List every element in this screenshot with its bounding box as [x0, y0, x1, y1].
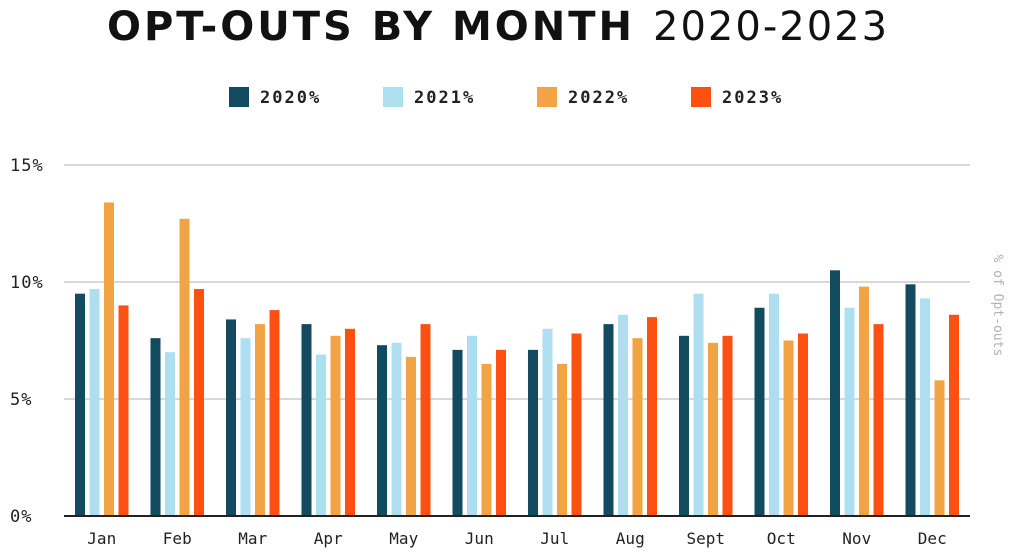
- legend: 2020% 2021% 2022% 2023%: [229, 87, 783, 108]
- legend-label: 2020%: [260, 88, 321, 108]
- x-tick-label: Nov: [842, 529, 871, 548]
- bar: [226, 319, 236, 516]
- bar: [920, 298, 930, 516]
- bar: [194, 289, 204, 516]
- x-tick-label: Feb: [163, 529, 192, 548]
- bar: [89, 289, 100, 516]
- bar: [769, 293, 779, 516]
- bar: [754, 307, 765, 516]
- bar: [949, 314, 959, 516]
- y-tick-label: 15%: [10, 156, 44, 176]
- bar: [844, 307, 855, 516]
- legend-swatch: [229, 87, 249, 107]
- x-tick-label: Dec: [918, 529, 947, 548]
- y-tick-label: 10%: [10, 273, 44, 293]
- bar: [150, 338, 161, 516]
- bar: [722, 335, 733, 516]
- bar: [693, 293, 704, 516]
- bar: [557, 363, 567, 516]
- bar: [104, 202, 114, 516]
- bar: [420, 324, 431, 516]
- chart-title: OPT-OUTS BY MONTH 2020-2023: [107, 4, 889, 50]
- bar: [934, 380, 945, 516]
- x-tick-label: Jul: [540, 529, 569, 548]
- bar: [679, 335, 689, 516]
- bar: [118, 305, 129, 516]
- bar: [873, 324, 884, 516]
- y-axis-ticks: 0% 5% 10% 15%: [10, 156, 44, 527]
- bar: [603, 324, 614, 516]
- bar: [798, 333, 808, 516]
- bar: [452, 349, 463, 516]
- bar: [269, 310, 280, 516]
- legend-label: 2022%: [568, 88, 629, 108]
- bar: [528, 349, 538, 516]
- x-tick-label: Jun: [465, 529, 494, 548]
- x-tick-label: Sept: [686, 529, 725, 548]
- bar: [391, 342, 402, 516]
- bar: [301, 324, 312, 516]
- chart-title-main: OPT-OUTS BY MONTH: [107, 4, 635, 50]
- x-tick-label: May: [389, 529, 418, 548]
- legend-label: 2021%: [414, 88, 475, 108]
- bar: [905, 284, 916, 516]
- gridlines: [64, 164, 970, 400]
- bar: [75, 293, 85, 516]
- bar: [316, 354, 326, 516]
- bar: [481, 363, 492, 516]
- x-tick-label: Apr: [314, 529, 343, 548]
- bar: [467, 335, 477, 516]
- legend-swatch: [537, 87, 557, 107]
- x-tick-label: Aug: [616, 529, 645, 548]
- bar: [496, 349, 506, 516]
- bar: [179, 218, 190, 516]
- bar: [377, 345, 387, 516]
- bar: [708, 342, 718, 516]
- bar: [345, 328, 355, 516]
- bar: [783, 340, 794, 516]
- legend-label: 2023%: [722, 88, 783, 108]
- bars: [75, 202, 959, 516]
- x-tick-label: Jan: [87, 529, 116, 548]
- x-tick-label: Oct: [767, 529, 796, 548]
- legend-swatch: [691, 87, 711, 107]
- x-tick-label: Mar: [238, 529, 267, 548]
- bar: [330, 335, 341, 516]
- bar: [406, 356, 416, 516]
- bar: [859, 286, 869, 516]
- chart-title-years: 2020-2023: [653, 4, 889, 50]
- x-axis-ticks: Jan Feb Mar Apr May Jun Jul Aug Sept Oct Nov Dec: [87, 529, 946, 548]
- bar: [830, 270, 840, 516]
- bar: [618, 314, 628, 516]
- bar: [240, 338, 251, 516]
- y-tick-label: 5%: [10, 390, 32, 410]
- y-axis-label: % of Opt-outs: [990, 255, 1005, 357]
- y-tick-label: 0%: [10, 507, 32, 527]
- bar: [571, 333, 582, 516]
- legend-swatch: [383, 87, 403, 107]
- bar: [165, 352, 175, 516]
- bar: [632, 338, 643, 516]
- bar: [647, 317, 657, 516]
- bar: [255, 324, 265, 516]
- bar: [542, 328, 553, 516]
